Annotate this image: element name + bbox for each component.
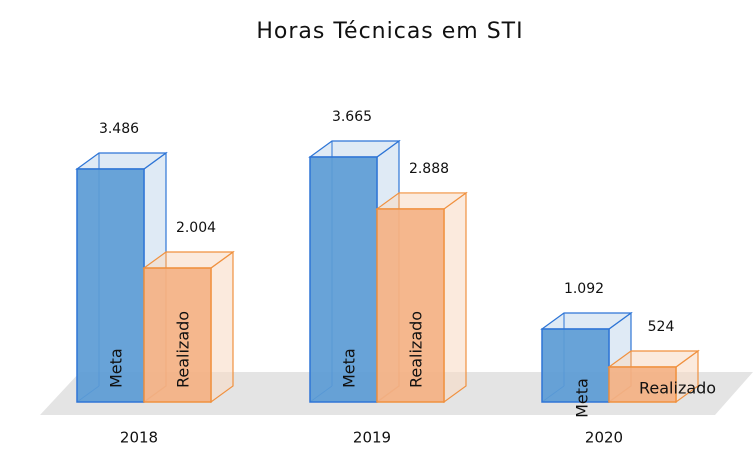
series-label: Meta (340, 348, 359, 388)
x-tick-label: 2018 (120, 429, 158, 447)
bar (309, 156, 378, 403)
series-label: Meta (107, 348, 126, 388)
bar (608, 366, 677, 403)
bar-box (142, 250, 235, 404)
bar (541, 328, 610, 403)
series-label: Realizado (639, 379, 716, 398)
bar-box (375, 191, 468, 404)
series-label: Meta (573, 378, 592, 418)
data-label: 3.486 (99, 121, 139, 137)
data-label: 524 (648, 319, 675, 335)
x-tick-label: 2020 (585, 429, 623, 447)
bar-side (443, 191, 467, 404)
data-label: 2.888 (409, 161, 449, 177)
chart-title: Horas Técnicas em STI (256, 19, 523, 44)
series-label: Realizado (174, 311, 193, 388)
data-label: 3.665 (332, 109, 372, 125)
series-label: Realizado (407, 311, 426, 388)
data-label: 2.004 (176, 220, 216, 236)
bar (376, 208, 445, 403)
bar-box (607, 349, 700, 404)
bar-side (210, 250, 234, 404)
bar (143, 267, 212, 403)
data-label: 1.092 (564, 281, 604, 297)
x-tick-label: 2019 (353, 429, 391, 447)
